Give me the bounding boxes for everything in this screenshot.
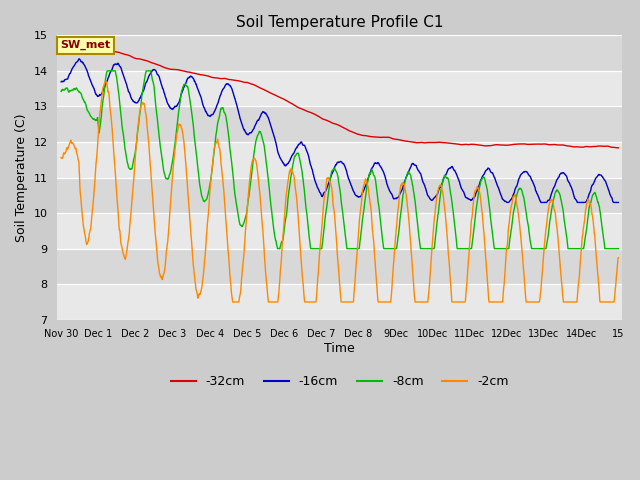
Bar — [58, 71, 622, 107]
Bar — [58, 213, 622, 249]
Legend: -32cm, -16cm, -8cm, -2cm: -32cm, -16cm, -8cm, -2cm — [166, 370, 514, 393]
Text: SW_met: SW_met — [60, 40, 110, 50]
Bar — [58, 178, 622, 213]
Bar — [58, 142, 622, 178]
Bar — [58, 249, 622, 284]
X-axis label: Time: Time — [324, 342, 355, 355]
Bar — [58, 107, 622, 142]
Title: Soil Temperature Profile C1: Soil Temperature Profile C1 — [236, 15, 444, 30]
Bar — [58, 36, 622, 71]
Bar — [58, 284, 622, 320]
Y-axis label: Soil Temperature (C): Soil Temperature (C) — [15, 113, 28, 242]
